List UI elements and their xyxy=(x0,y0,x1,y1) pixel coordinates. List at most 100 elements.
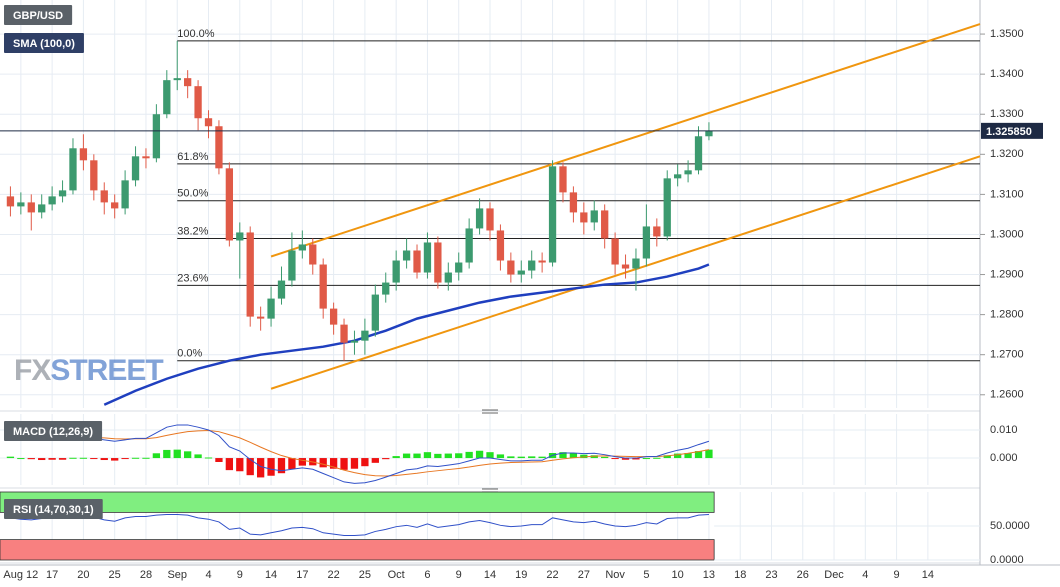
candle-body xyxy=(621,264,630,269)
candle-body xyxy=(538,260,546,263)
legend-label: RSI (14,70,30,1) xyxy=(13,504,94,516)
y-tick-label: 1.3500 xyxy=(990,28,1024,40)
candle-body xyxy=(580,212,588,223)
histogram-bar xyxy=(111,458,119,461)
candle-body xyxy=(496,230,505,261)
candle-body xyxy=(173,78,181,81)
candle-body xyxy=(90,160,98,191)
candle-body xyxy=(371,294,379,331)
histogram-bar xyxy=(465,451,473,459)
x-tick-label: 14 xyxy=(484,569,496,581)
candle-body xyxy=(548,166,557,263)
histogram-bar xyxy=(277,458,286,474)
candle-body xyxy=(184,78,192,87)
candle-body xyxy=(121,180,129,209)
candle-body xyxy=(611,238,619,265)
legend-box xyxy=(4,499,103,519)
histogram-bar xyxy=(79,457,88,459)
histogram-bar xyxy=(6,456,15,459)
candle-body xyxy=(642,226,651,259)
watermark-part: FX xyxy=(14,354,51,387)
histogram-bar xyxy=(663,455,671,459)
histogram-bar xyxy=(152,453,161,459)
y-tick-label: 0.0000 xyxy=(990,554,1024,566)
histogram-bar xyxy=(142,457,150,459)
candle-body xyxy=(131,156,140,181)
x-tick-label: 22 xyxy=(327,569,339,581)
fib-label: 61.8% xyxy=(177,151,208,163)
candle-body xyxy=(58,190,67,197)
x-tick-label: 23 xyxy=(765,569,777,581)
x-tick-label: 17 xyxy=(46,569,58,581)
x-tick-label: 26 xyxy=(797,569,809,581)
x-tick-label: 28 xyxy=(140,569,152,581)
histogram-bar xyxy=(48,458,56,460)
candle-body xyxy=(277,280,286,299)
candle-body xyxy=(590,210,598,223)
macd-line xyxy=(10,424,710,484)
sma-line xyxy=(103,263,710,406)
candle-body xyxy=(48,196,56,205)
histogram-bar xyxy=(90,458,98,460)
candle-body xyxy=(204,118,213,127)
x-tick-label: Oct xyxy=(388,569,405,581)
candle-body xyxy=(298,244,306,251)
histogram-bar xyxy=(100,458,108,461)
histogram-bar xyxy=(256,458,265,478)
legend-box xyxy=(4,33,84,53)
oversold-band xyxy=(0,539,715,561)
histogram-bar xyxy=(402,453,411,459)
candle-body xyxy=(6,196,15,207)
x-tick-label: 5 xyxy=(643,569,649,581)
histogram-bar xyxy=(601,456,609,459)
candle-body xyxy=(705,130,713,137)
candle-body xyxy=(246,232,254,317)
y-tick-label: 1.3300 xyxy=(990,108,1024,120)
candle-body xyxy=(340,324,348,343)
candle-body xyxy=(350,340,359,343)
histogram-bar xyxy=(423,452,432,459)
histogram-bar xyxy=(361,458,369,467)
x-tick-label: 13 xyxy=(703,569,715,581)
histogram-bar xyxy=(340,458,348,470)
x-tick-label: 6 xyxy=(424,569,430,581)
candle-body xyxy=(215,126,223,169)
histogram-bar xyxy=(27,458,35,460)
histogram-bar xyxy=(569,453,578,459)
legend-label: SMA (100,0) xyxy=(13,38,75,50)
histogram-bar xyxy=(392,456,400,459)
x-tick-label: 27 xyxy=(578,569,590,581)
x-tick-label: 14 xyxy=(265,569,277,581)
histogram-bar xyxy=(58,458,67,460)
y-tick-label: 1.2700 xyxy=(990,349,1024,361)
candle-body xyxy=(455,262,463,273)
last-price-tag xyxy=(981,122,1043,139)
histogram-bar xyxy=(455,453,463,459)
histogram-bar xyxy=(538,456,546,459)
histogram-bar xyxy=(705,449,713,459)
histogram-bar xyxy=(413,453,421,459)
histogram-bar xyxy=(674,453,682,459)
candle-body xyxy=(163,80,171,115)
candle-body xyxy=(194,86,202,119)
histogram-bar xyxy=(194,454,202,459)
histogram-bar xyxy=(329,458,338,469)
histogram-bar xyxy=(642,458,651,460)
histogram-bar xyxy=(319,458,327,468)
histogram-bar xyxy=(694,451,703,459)
candle-body xyxy=(100,190,108,203)
histogram-bar xyxy=(486,452,494,459)
candle-body xyxy=(27,202,35,213)
y-tick-label: 50.0000 xyxy=(990,520,1030,532)
histogram-bar xyxy=(371,458,379,463)
histogram-bar xyxy=(69,457,77,459)
legend-box xyxy=(4,5,73,25)
y-tick-label: 1.3200 xyxy=(990,148,1024,160)
candle-body xyxy=(111,202,119,209)
y-tick-label: 1.2800 xyxy=(990,309,1024,321)
candle-body xyxy=(288,250,296,281)
candle-body xyxy=(653,226,661,237)
legend-box xyxy=(4,421,103,441)
signal-line xyxy=(10,430,710,477)
x-tick-label: 22 xyxy=(546,569,558,581)
